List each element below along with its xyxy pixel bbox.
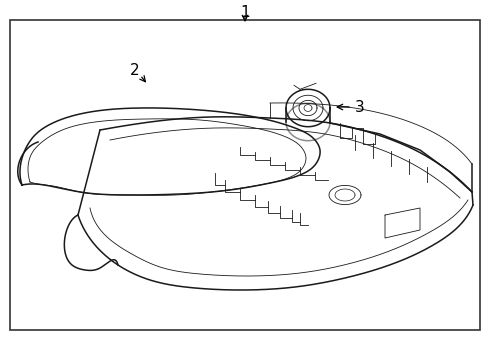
Text: 3: 3 xyxy=(355,99,365,114)
Text: 1: 1 xyxy=(240,5,250,19)
Text: 2: 2 xyxy=(130,63,140,77)
Bar xyxy=(10,20,480,330)
